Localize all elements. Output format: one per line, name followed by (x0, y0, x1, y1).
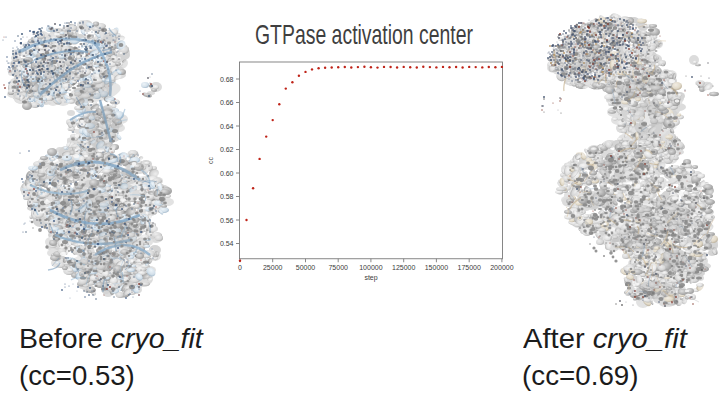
svg-text:0.60: 0.60 (220, 170, 234, 177)
svg-text:0.64: 0.64 (220, 123, 234, 130)
svg-text:0.56: 0.56 (220, 217, 234, 224)
svg-text:50000: 50000 (296, 264, 316, 271)
svg-text:25000: 25000 (263, 264, 283, 271)
svg-text:0.58: 0.58 (220, 193, 234, 200)
svg-text:75000: 75000 (328, 264, 348, 271)
svg-text:0.66: 0.66 (220, 99, 234, 106)
svg-text:0: 0 (238, 264, 242, 271)
svg-text:200000: 200000 (490, 264, 513, 271)
svg-text:0.54: 0.54 (220, 240, 234, 247)
svg-text:150000: 150000 (425, 264, 448, 271)
svg-text:125000: 125000 (392, 264, 415, 271)
svg-text:0.62: 0.62 (220, 146, 234, 153)
svg-text:0.68: 0.68 (220, 76, 234, 83)
svg-text:175000: 175000 (458, 264, 481, 271)
svg-text:step: step (364, 274, 377, 282)
svg-text:100000: 100000 (359, 264, 382, 271)
svg-text:cc: cc (207, 156, 214, 164)
